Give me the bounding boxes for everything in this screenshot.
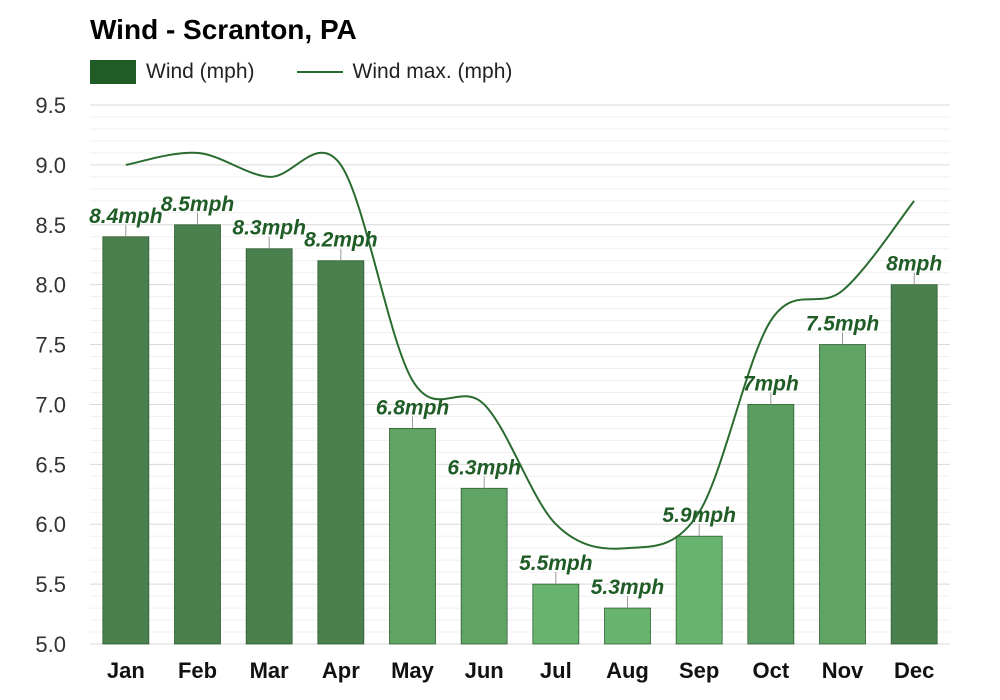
bar-mar: [245, 248, 293, 645]
x-tick-label: Jan: [107, 658, 145, 683]
data-label: 8.4mph: [89, 205, 163, 228]
bar-dec: [890, 284, 938, 645]
x-tick-label: Nov: [822, 658, 864, 683]
legend-label-wind: Wind (mph): [146, 60, 255, 83]
x-tick-label: Sep: [679, 658, 719, 683]
x-tick-label: Jun: [465, 658, 504, 683]
y-tick-label: 9.0: [35, 153, 66, 178]
bar-apr: [317, 260, 365, 645]
bar-jan: [102, 236, 150, 645]
data-label: 5.9mph: [662, 504, 736, 527]
series-line-wind-max: [125, 151, 915, 550]
x-tick-label: Jul: [540, 658, 572, 683]
x-tick-label: Aug: [606, 658, 649, 683]
legend-item-wind[interactable]: Wind (mph): [90, 60, 255, 84]
x-tick-label: May: [391, 658, 435, 683]
legend-item-wind-max[interactable]: Wind max. (mph): [296, 60, 513, 84]
data-label: 8mph: [886, 253, 942, 276]
x-tick-label: Feb: [178, 658, 217, 683]
y-tick-label: 8.5: [35, 213, 66, 238]
data-label: 5.3mph: [591, 576, 665, 599]
y-tick-label: 7.5: [35, 333, 66, 358]
bar-may: [389, 427, 436, 645]
data-label: 6.8mph: [376, 396, 450, 419]
y-tick-label: 7.0: [35, 392, 66, 417]
data-label: 7mph: [743, 372, 799, 395]
chart-title: Wind - Scranton, PA: [90, 14, 357, 45]
bar-jun: [460, 487, 508, 645]
y-tick-label: 5.0: [35, 632, 66, 657]
data-label: 8.3mph: [232, 217, 306, 240]
data-label: 6.3mph: [447, 456, 521, 479]
y-tick-label: 5.5: [35, 572, 66, 597]
x-tick-label: Apr: [322, 658, 360, 683]
bar-oct: [747, 404, 795, 645]
data-label: 8.2mph: [304, 229, 378, 252]
y-tick-label: 9.5: [35, 93, 66, 118]
y-tick-label: 6.5: [35, 452, 66, 477]
bar-nov: [819, 344, 866, 645]
data-label: 7.5mph: [806, 313, 880, 336]
bar-sep: [675, 535, 723, 645]
legend-label-wind-max: Wind max. (mph): [352, 60, 513, 83]
bar-jul: [532, 583, 580, 645]
legend-swatch-bar: [90, 60, 136, 84]
bar-feb: [174, 224, 221, 645]
bar-aug: [604, 607, 651, 645]
data-label: 5.5mph: [519, 552, 593, 575]
y-tick-label: 6.0: [35, 512, 66, 537]
legend: Wind (mph) Wind max. (mph): [90, 60, 554, 84]
x-tick-label: Oct: [752, 658, 789, 683]
x-tick-label: Mar: [250, 658, 290, 683]
legend-swatch-line: [296, 71, 343, 73]
y-tick-label: 8.0: [35, 273, 66, 298]
data-label: 8.5mph: [161, 193, 235, 216]
x-tick-label: Dec: [894, 658, 934, 683]
